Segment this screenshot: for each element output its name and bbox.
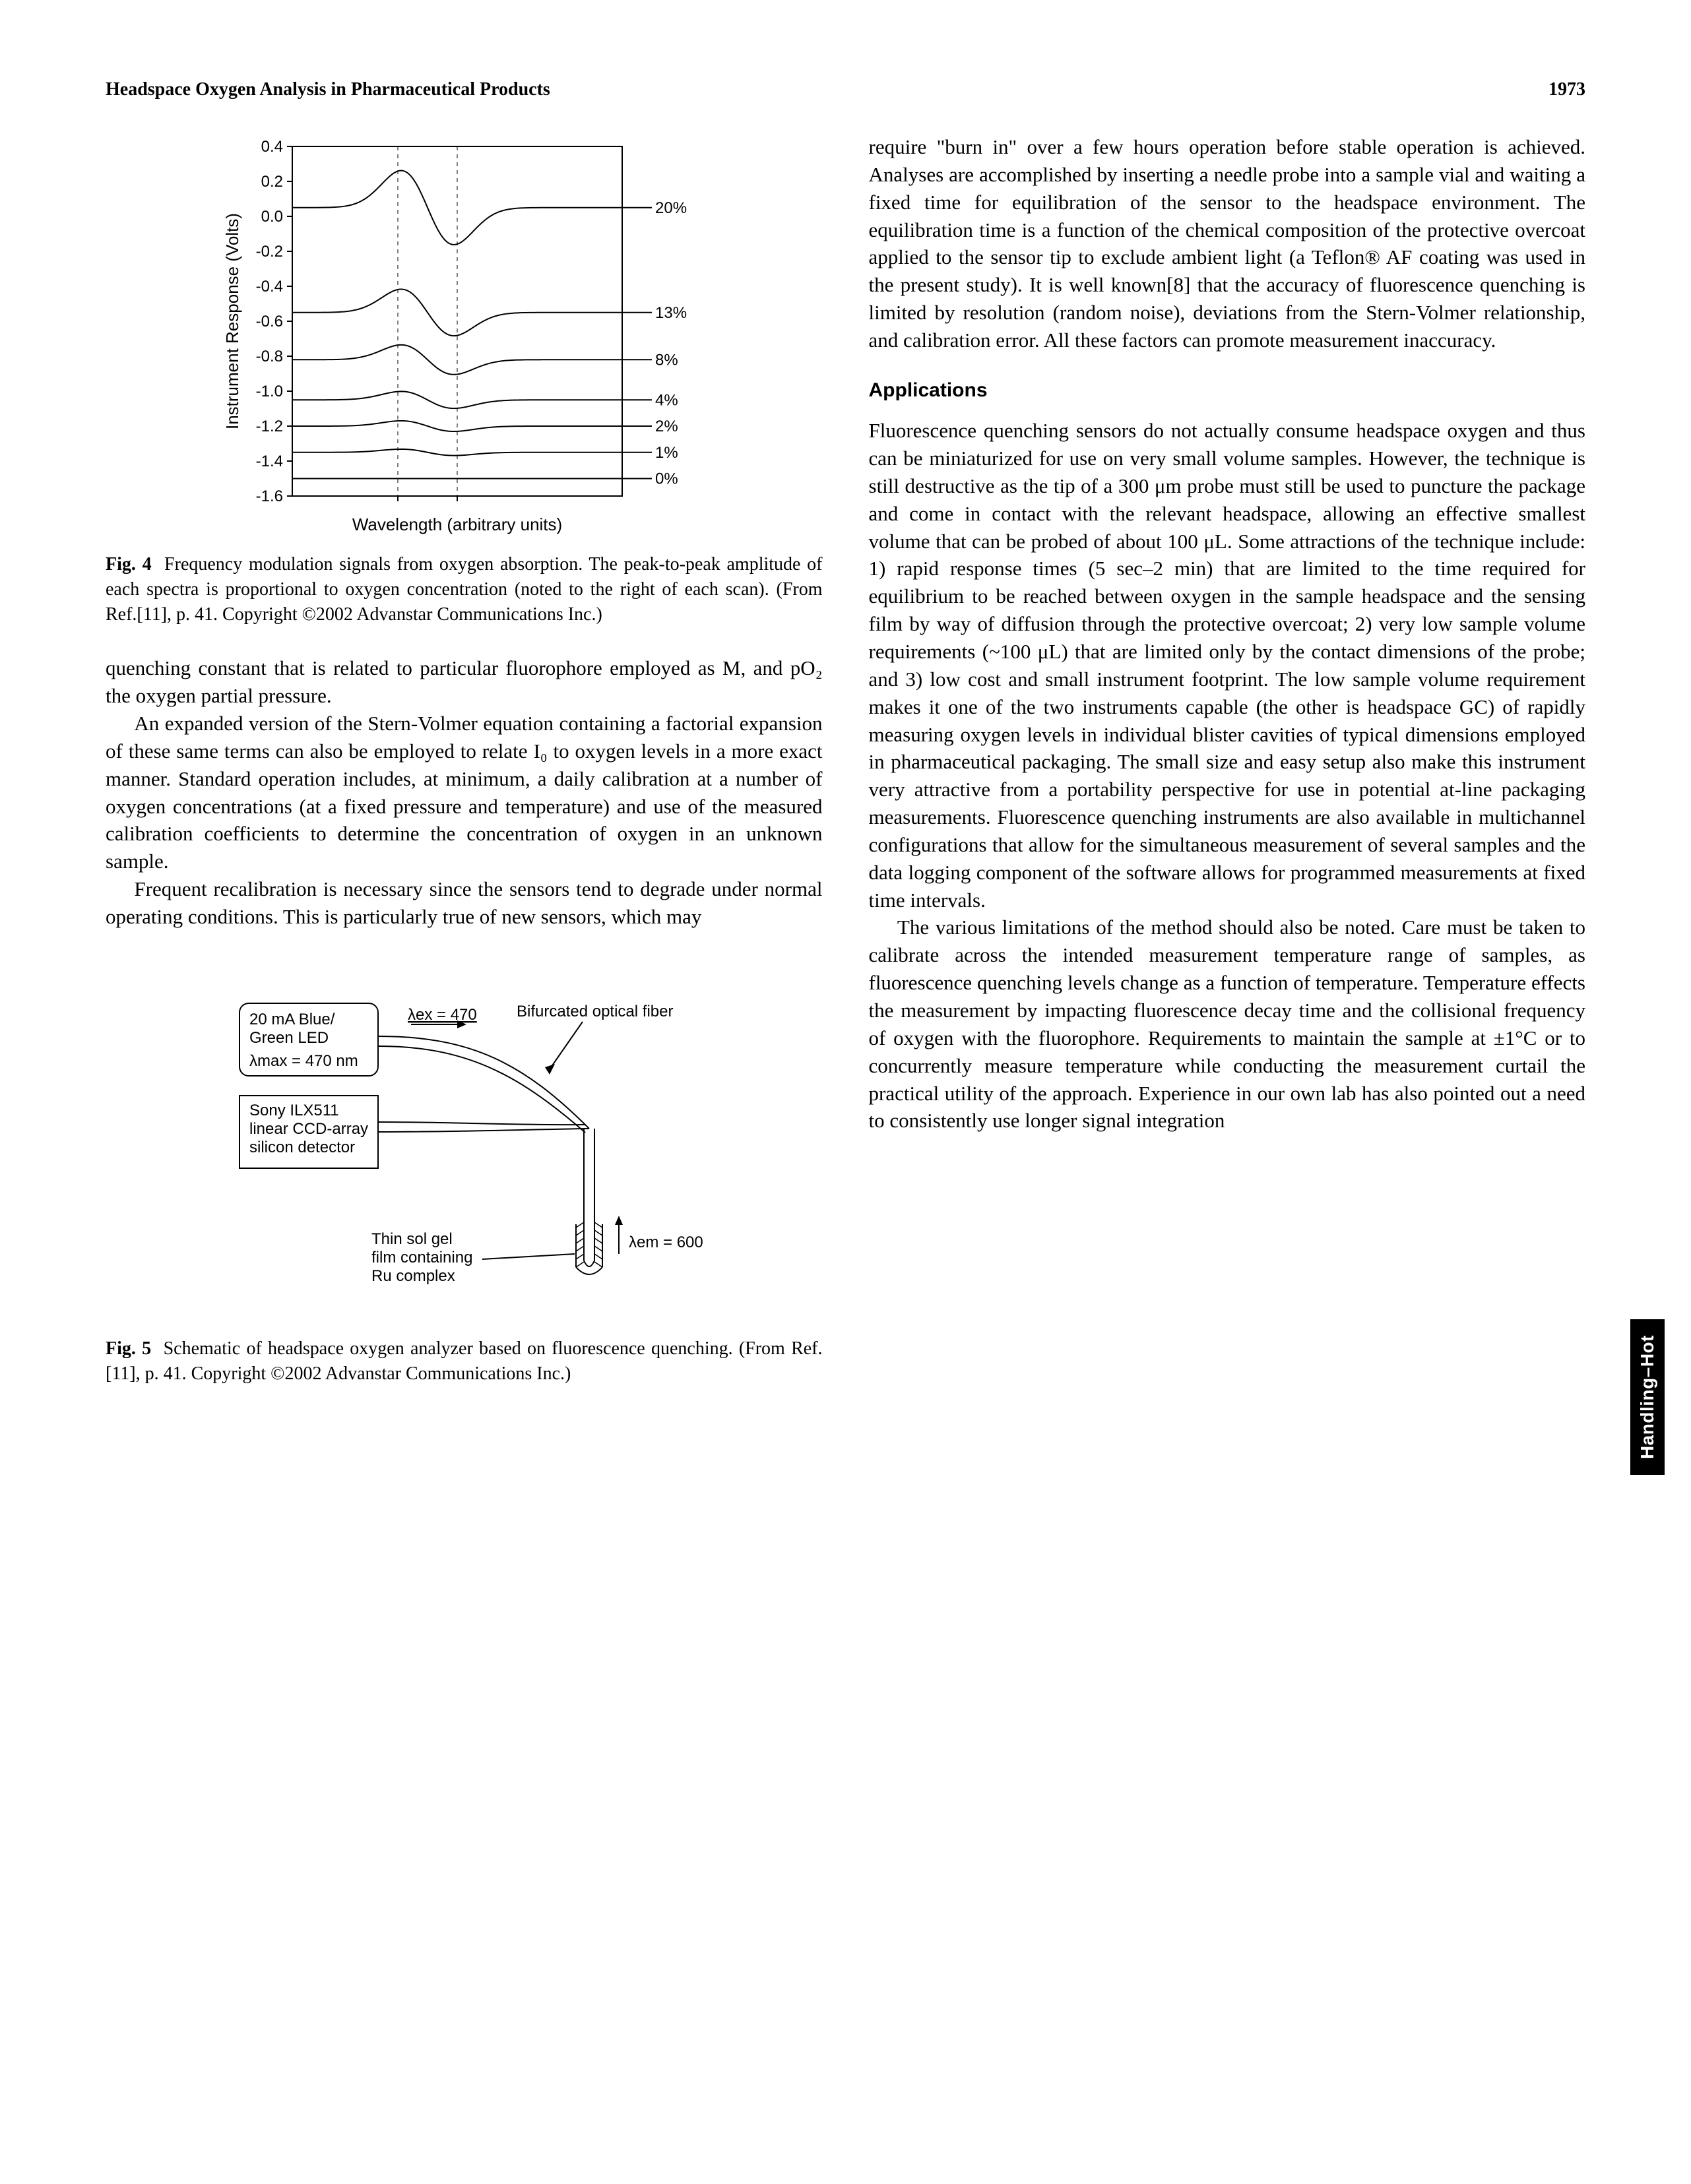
svg-text:-1.2: -1.2	[256, 418, 283, 435]
svg-text:-0.2: -0.2	[256, 243, 283, 261]
svg-text:Green LED: Green LED	[249, 1029, 329, 1047]
svg-text:13%: 13%	[655, 304, 687, 322]
svg-text:8%: 8%	[655, 351, 678, 369]
svg-text:Wavelength (arbitrary units): Wavelength (arbitrary units)	[352, 515, 562, 534]
content-columns: -1.6 -1.4 -1.2 -1.0 -0.8 -0.6 -0.4 -0.2 0.0 0.2 0.…	[106, 133, 1585, 1406]
svg-text:silicon detector: silicon detector	[249, 1139, 355, 1156]
svg-text:4%: 4%	[655, 391, 678, 409]
svg-text:linear CCD-array: linear CCD-array	[249, 1120, 368, 1138]
svg-text:2%: 2%	[655, 418, 678, 435]
svg-text:Instrument Response (Volts): Instrument Response (Volts)	[222, 213, 242, 429]
figure-4-label: Fig. 4	[106, 554, 152, 575]
figure-5-label: Fig. 5	[106, 1338, 151, 1359]
right-para-2: Fluorescence quenching sensors do not ac…	[869, 417, 1586, 914]
figure-5-caption: Fig. 5 Schematic of headspace oxygen ana…	[106, 1336, 823, 1387]
svg-text:Sony ILX511: Sony ILX511	[249, 1102, 339, 1119]
svg-text:Bifurcated optical fiber: Bifurcated optical fiber	[517, 1003, 673, 1020]
page-header: Headspace Oxygen Analysis in Pharmaceuti…	[106, 79, 1585, 100]
svg-text:-0.6: -0.6	[256, 313, 283, 330]
header-title: Headspace Oxygen Analysis in Pharmaceuti…	[106, 79, 550, 100]
svg-text:-1.6: -1.6	[256, 487, 283, 505]
right-para-3: The various limitations of the method sh…	[869, 914, 1586, 1135]
figure-4-block: -1.6 -1.4 -1.2 -1.0 -0.8 -0.6 -0.4 -0.2 0.0 0.2 0.…	[106, 133, 823, 627]
svg-text:0.4: 0.4	[261, 138, 283, 156]
svg-text:Ru complex: Ru complex	[371, 1267, 455, 1285]
svg-text:Thin sol gel: Thin sol gel	[371, 1230, 453, 1248]
figure-5-block: 20 mA Blue/Green LED λmax = 470 nm Sony IL…	[106, 983, 823, 1387]
svg-text:λex = 470: λex = 470	[408, 1006, 477, 1024]
left-column: -1.6 -1.4 -1.2 -1.0 -0.8 -0.6 -0.4 -0.2 0.0 0.2 0.…	[106, 133, 823, 1406]
svg-text:0.0: 0.0	[261, 208, 283, 226]
header-page-number: 1973	[1548, 79, 1585, 100]
svg-text:λmax = 470 nm: λmax = 470 nm	[249, 1052, 358, 1070]
svg-text:0%: 0%	[655, 470, 678, 488]
right-para-1: require "burn in" over a few hours opera…	[869, 133, 1586, 354]
svg-text:film containing: film containing	[371, 1249, 472, 1266]
figure-5-schematic: 20 mA Blue/Green LED λmax = 470 nm Sony IL…	[220, 983, 708, 1326]
right-column: require "burn in" over a few hours opera…	[869, 133, 1586, 1406]
applications-heading: Applications	[869, 377, 1586, 404]
figure-4-caption-text: Frequency modulation signals from oxygen…	[106, 554, 823, 625]
svg-text:-0.4: -0.4	[256, 278, 283, 296]
left-para-2: An expanded version of the Stern-Volmer …	[106, 710, 823, 875]
figure-4-caption: Fig. 4 Frequency modulation signals from…	[106, 552, 823, 627]
svg-text:λem = 600 nm: λem = 600 nm	[629, 1233, 708, 1251]
svg-text:0.2: 0.2	[261, 173, 283, 191]
svg-text:1%: 1%	[655, 444, 678, 462]
left-para-3: Frequent recalibration is necessary sinc…	[106, 875, 823, 931]
figure-5-caption-text: Schematic of headspace oxygen analyzer b…	[106, 1338, 823, 1384]
svg-text:-1.4: -1.4	[256, 452, 283, 470]
svg-text:-0.8: -0.8	[256, 348, 283, 365]
svg-text:20 mA Blue/: 20 mA Blue/	[249, 1011, 335, 1028]
svg-text:-1.0: -1.0	[256, 383, 283, 400]
svg-text:20%: 20%	[655, 199, 687, 217]
figure-4-chart: -1.6 -1.4 -1.2 -1.0 -0.8 -0.6 -0.4 -0.2 0.0 0.2 0.…	[220, 133, 708, 542]
side-tab: Handling–Hot	[1630, 1319, 1665, 1475]
left-para-1: quenching constant that is related to pa…	[106, 654, 823, 710]
